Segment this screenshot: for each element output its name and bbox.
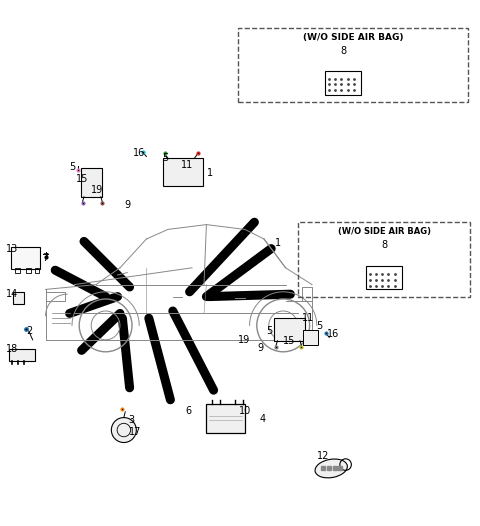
Bar [325, 71, 361, 95]
Bar [26, 268, 31, 272]
Text: 17: 17 [129, 427, 141, 437]
Bar [81, 168, 102, 197]
Circle shape [111, 418, 136, 442]
Text: 1: 1 [275, 238, 281, 248]
Text: 16: 16 [132, 148, 145, 158]
Bar [13, 292, 24, 304]
Text: (W/O SIDE AIR BAG): (W/O SIDE AIR BAG) [302, 33, 403, 42]
Text: 9: 9 [257, 343, 263, 353]
Text: 14: 14 [6, 289, 18, 299]
Text: 10: 10 [239, 406, 252, 416]
Bar [46, 292, 65, 301]
Text: 9: 9 [125, 200, 131, 210]
Ellipse shape [315, 459, 348, 478]
Text: 19: 19 [238, 335, 251, 345]
Text: 5: 5 [316, 321, 322, 331]
Text: 5: 5 [70, 162, 76, 172]
Bar [9, 349, 35, 361]
Text: 1: 1 [207, 168, 214, 178]
Text: 6: 6 [185, 406, 191, 416]
Bar [15, 268, 20, 272]
Text: 5: 5 [162, 154, 168, 164]
Text: 11: 11 [302, 313, 315, 323]
Bar [206, 403, 245, 433]
Bar [35, 268, 39, 272]
Text: 18: 18 [6, 345, 18, 355]
Text: 8: 8 [340, 46, 346, 56]
Text: 12: 12 [317, 451, 329, 461]
Text: 2: 2 [26, 326, 33, 336]
Text: 19: 19 [91, 185, 103, 195]
Bar [366, 266, 402, 289]
Bar [11, 247, 40, 269]
Text: 13: 13 [6, 244, 18, 254]
Text: 16: 16 [327, 329, 340, 339]
Text: 15: 15 [283, 336, 296, 346]
Text: 3: 3 [129, 416, 135, 426]
Text: 5: 5 [266, 326, 273, 336]
Text: 15: 15 [76, 174, 89, 184]
Text: 4: 4 [259, 414, 265, 424]
Bar [163, 158, 203, 186]
Text: 8: 8 [381, 240, 387, 250]
Text: 7: 7 [42, 253, 48, 263]
Text: (W/O SIDE AIR BAG): (W/O SIDE AIR BAG) [337, 227, 431, 236]
Bar [303, 330, 318, 345]
Bar [302, 287, 312, 301]
Bar [274, 318, 305, 341]
Text: 11: 11 [181, 159, 194, 169]
